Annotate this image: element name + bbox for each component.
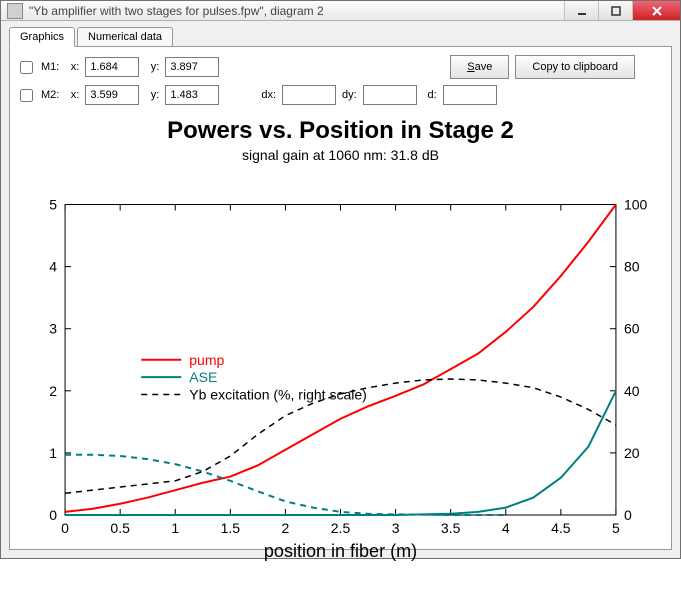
svg-text:4: 4 xyxy=(502,520,510,536)
close-button[interactable] xyxy=(632,1,680,20)
svg-text:5: 5 xyxy=(49,197,57,213)
m1-x-label: x: xyxy=(65,61,79,73)
svg-text:0.5: 0.5 xyxy=(110,520,130,536)
save-button-rest: ave xyxy=(475,61,493,73)
window: "Yb amplifier with two stages for pulses… xyxy=(0,0,681,559)
svg-text:ASE: ASE xyxy=(189,370,217,386)
maximize-icon xyxy=(610,5,622,17)
window-controls xyxy=(564,1,680,20)
d-input[interactable] xyxy=(443,85,497,105)
maximize-button[interactable] xyxy=(598,1,632,20)
svg-text:1: 1 xyxy=(49,445,57,461)
svg-text:position in fiber (m): position in fiber (m) xyxy=(264,541,417,561)
m1-checkbox[interactable] xyxy=(20,61,33,74)
svg-text:0: 0 xyxy=(624,507,632,523)
chart-subtitle: signal gain at 1060 nm: 31.8 dB xyxy=(20,147,661,163)
svg-text:2: 2 xyxy=(49,383,57,399)
svg-text:3: 3 xyxy=(392,520,400,536)
svg-text:0: 0 xyxy=(49,507,57,523)
chart-area: Powers vs. Position in Stage 2 signal ga… xyxy=(20,115,661,541)
svg-text:2.5: 2.5 xyxy=(331,520,351,536)
svg-text:20: 20 xyxy=(624,445,640,461)
dy-input[interactable] xyxy=(363,85,417,105)
svg-text:2: 2 xyxy=(282,520,290,536)
svg-text:60: 60 xyxy=(624,321,640,337)
m1-y-input[interactable] xyxy=(165,57,219,77)
tab-graphics[interactable]: Graphics xyxy=(9,27,75,47)
svg-text:3: 3 xyxy=(49,321,57,337)
dx-label: dx: xyxy=(261,89,276,101)
save-button[interactable]: Save xyxy=(450,55,509,79)
close-icon xyxy=(651,5,663,17)
m2-y-input[interactable] xyxy=(165,85,219,105)
tab-panel: M1: x: y: Save Copy to clipboard M2: x: … xyxy=(9,46,672,550)
titlebar: "Yb amplifier with two stages for pulses… xyxy=(1,1,680,21)
minimize-icon xyxy=(576,5,588,17)
svg-text:0: 0 xyxy=(61,520,69,536)
svg-text:100: 100 xyxy=(624,197,648,213)
dx-input[interactable] xyxy=(282,85,336,105)
m2-x-label: x: xyxy=(65,89,79,101)
m2-y-label: y: xyxy=(145,89,159,101)
svg-text:80: 80 xyxy=(624,259,640,275)
dy-label: dy: xyxy=(342,89,357,101)
svg-text:1: 1 xyxy=(171,520,179,536)
d-label: d: xyxy=(423,89,437,101)
m2-label: M2: xyxy=(41,89,59,101)
m2-checkbox[interactable] xyxy=(20,89,33,102)
marker-row-1: M1: x: y: Save Copy to clipboard xyxy=(20,55,661,79)
client-area: Graphics Numerical data M1: x: y: Save C… xyxy=(1,21,680,558)
svg-text:Yb excitation (%, right scale): Yb excitation (%, right scale) xyxy=(189,387,367,403)
m1-y-label: y: xyxy=(145,61,159,73)
svg-text:4.5: 4.5 xyxy=(551,520,571,536)
app-icon xyxy=(7,3,23,19)
svg-text:pump: pump xyxy=(189,352,224,368)
marker-row-2: M2: x: y: dx: dy: d: xyxy=(20,85,661,105)
svg-text:40: 40 xyxy=(624,383,640,399)
tab-strip: Graphics Numerical data xyxy=(9,27,672,47)
svg-text:5: 5 xyxy=(612,520,620,536)
minimize-button[interactable] xyxy=(564,1,598,20)
chart-svg: 00.511.522.533.544.55012345020406080100p… xyxy=(20,167,661,593)
svg-text:3.5: 3.5 xyxy=(441,520,461,536)
window-title: "Yb amplifier with two stages for pulses… xyxy=(29,4,564,18)
m2-x-input[interactable] xyxy=(85,85,139,105)
m1-x-input[interactable] xyxy=(85,57,139,77)
copy-button[interactable]: Copy to clipboard xyxy=(515,55,635,79)
svg-text:4: 4 xyxy=(49,259,57,275)
tab-numerical-data[interactable]: Numerical data xyxy=(77,27,173,47)
chart-title: Powers vs. Position in Stage 2 xyxy=(20,117,661,145)
m1-label: M1: xyxy=(41,61,59,73)
svg-text:1.5: 1.5 xyxy=(221,520,241,536)
